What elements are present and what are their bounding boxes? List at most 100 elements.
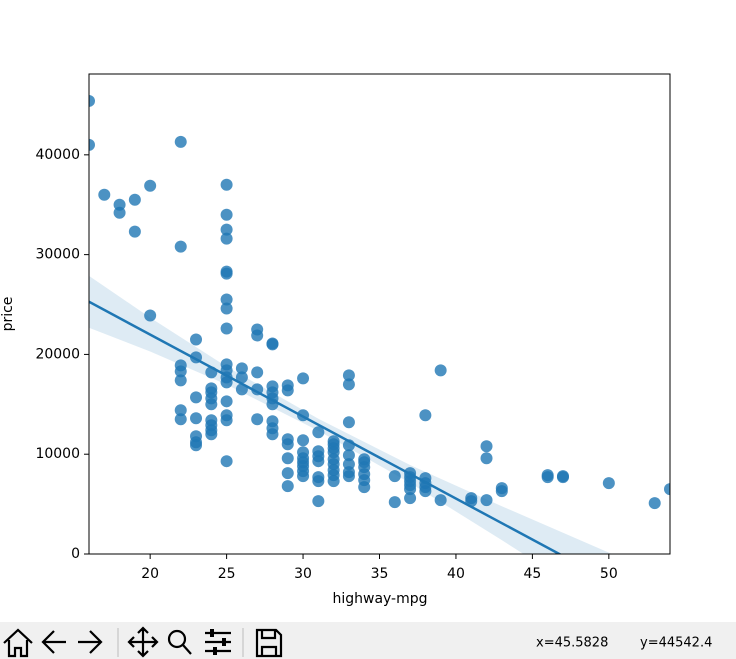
point bbox=[297, 470, 310, 483]
point bbox=[220, 178, 233, 191]
y-tick-label: 30000 bbox=[35, 247, 80, 263]
point bbox=[327, 475, 340, 488]
point bbox=[220, 395, 233, 408]
point bbox=[174, 240, 187, 253]
home-button[interactable] bbox=[3, 628, 33, 658]
point bbox=[220, 223, 233, 236]
point bbox=[220, 232, 233, 245]
y-tick-label: 0 bbox=[71, 546, 80, 562]
point bbox=[174, 135, 187, 148]
point bbox=[235, 362, 248, 375]
point bbox=[144, 309, 157, 322]
x-tick-label: 45 bbox=[523, 566, 541, 582]
point bbox=[404, 492, 417, 505]
x-tick-label: 35 bbox=[371, 566, 389, 582]
point bbox=[144, 179, 157, 192]
point bbox=[480, 440, 493, 453]
point bbox=[281, 438, 294, 451]
point bbox=[205, 398, 218, 411]
point bbox=[312, 426, 325, 439]
point bbox=[602, 477, 615, 490]
point bbox=[281, 452, 294, 465]
x-axis-label: highway-mpg bbox=[332, 591, 427, 607]
x-status: x=45.5828 bbox=[536, 636, 608, 651]
point bbox=[358, 481, 371, 494]
point bbox=[342, 378, 355, 391]
point bbox=[128, 193, 141, 206]
clipped-plot bbox=[89, 94, 670, 554]
point bbox=[220, 267, 233, 280]
point bbox=[98, 188, 111, 201]
y-axis-label: price bbox=[0, 297, 16, 332]
point bbox=[281, 480, 294, 493]
forward-button[interactable] bbox=[78, 630, 103, 654]
point bbox=[480, 494, 493, 507]
point bbox=[419, 409, 432, 422]
y-tick-label: 40000 bbox=[35, 147, 80, 163]
point bbox=[297, 434, 310, 447]
point bbox=[266, 428, 279, 441]
point bbox=[312, 495, 325, 508]
point bbox=[342, 416, 355, 429]
point bbox=[174, 374, 187, 387]
x-tick-label: 25 bbox=[218, 566, 236, 582]
point bbox=[480, 452, 493, 465]
point bbox=[190, 412, 203, 425]
point bbox=[220, 376, 233, 389]
point bbox=[251, 329, 264, 342]
point bbox=[220, 455, 233, 468]
point bbox=[281, 384, 294, 397]
back-button[interactable] bbox=[41, 630, 66, 654]
point bbox=[251, 413, 264, 426]
point bbox=[235, 371, 248, 384]
point bbox=[128, 225, 141, 238]
point bbox=[190, 333, 203, 346]
point bbox=[664, 483, 670, 496]
configure-button[interactable] bbox=[205, 629, 231, 655]
point bbox=[113, 206, 126, 219]
point bbox=[342, 449, 355, 462]
plot-area bbox=[89, 94, 670, 554]
point bbox=[312, 455, 325, 468]
point bbox=[388, 496, 401, 509]
point bbox=[190, 439, 203, 452]
point bbox=[220, 322, 233, 335]
point bbox=[89, 138, 95, 151]
point bbox=[251, 366, 264, 379]
y-tick-label: 10000 bbox=[35, 446, 80, 462]
point bbox=[220, 208, 233, 221]
point bbox=[281, 467, 294, 480]
point bbox=[404, 483, 417, 496]
point bbox=[312, 475, 325, 488]
point bbox=[89, 94, 95, 107]
save-button[interactable] bbox=[255, 628, 283, 658]
point bbox=[174, 413, 187, 426]
pan-button[interactable] bbox=[127, 626, 159, 658]
point bbox=[434, 364, 447, 377]
regression-line bbox=[89, 300, 562, 554]
y-status: y=44542.4 bbox=[640, 636, 712, 651]
point bbox=[220, 414, 233, 427]
point bbox=[388, 470, 401, 483]
toolbar-bg bbox=[0, 622, 736, 659]
point bbox=[434, 494, 447, 507]
x-tick-label: 50 bbox=[600, 566, 618, 582]
point bbox=[495, 485, 508, 498]
point bbox=[297, 372, 310, 385]
point bbox=[266, 338, 279, 351]
point bbox=[556, 471, 569, 484]
toolbar: x=45.5828 y=44542.4 bbox=[0, 622, 736, 659]
point bbox=[190, 391, 203, 404]
point bbox=[205, 428, 218, 441]
x-tick-label: 30 bbox=[294, 566, 312, 582]
point bbox=[174, 365, 187, 378]
point bbox=[342, 470, 355, 483]
x-tick-label: 40 bbox=[447, 566, 465, 582]
zoom-button[interactable] bbox=[167, 629, 192, 655]
point bbox=[174, 404, 187, 417]
x-tick-label: 20 bbox=[141, 566, 159, 582]
point bbox=[648, 497, 661, 510]
point bbox=[419, 485, 432, 498]
